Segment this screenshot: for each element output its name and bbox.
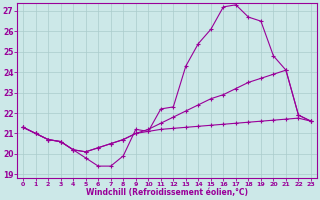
- X-axis label: Windchill (Refroidissement éolien,°C): Windchill (Refroidissement éolien,°C): [86, 188, 248, 197]
